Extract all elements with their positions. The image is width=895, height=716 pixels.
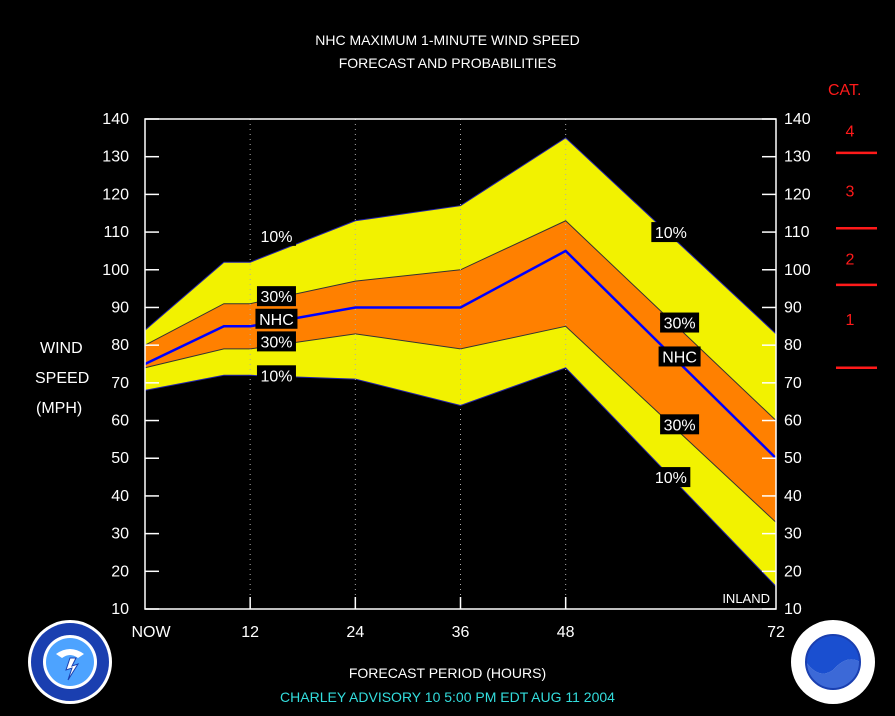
band-10-percent: [145, 137, 776, 587]
inland-label: INLAND: [722, 591, 770, 606]
y-tick-label-right-90: 90: [784, 299, 802, 316]
x-tick-label-12: 12: [241, 624, 259, 641]
y-axis-label-wind: WIND: [40, 340, 83, 357]
band-10-upper-edge: [144, 137, 777, 335]
band-30-lower-edge: [144, 325, 777, 523]
y-tick-label-left-110: 110: [103, 224, 129, 241]
y-tick-label-right-70: 70: [784, 375, 802, 392]
y-tick-label-left-70: 70: [111, 375, 129, 392]
x-tick-label-NOW: NOW: [131, 624, 171, 641]
y-tick-label-left-100: 100: [102, 262, 129, 279]
data-label-30%-1: 30%: [260, 289, 292, 306]
y-tick-label-right-110: 110: [784, 224, 810, 241]
data-label-NHC-7: NHC: [662, 349, 697, 366]
data-label-bg-1: [256, 286, 296, 307]
y-axis-label-unit: (MPH): [36, 400, 83, 417]
data-label-30%-3: 30%: [260, 334, 292, 351]
y-tick-label-right-40: 40: [784, 488, 802, 505]
data-label-bg-4: [256, 365, 296, 386]
category-label-2: 2: [846, 251, 855, 268]
y-tick-label-right-30: 30: [784, 526, 802, 543]
y-tick-label-left-90: 90: [111, 299, 129, 316]
y-tick-label-right-140: 140: [784, 111, 811, 128]
data-label-bg-6: [660, 312, 700, 333]
category-header: CAT.: [828, 82, 862, 99]
chart-title-line2: FORECAST AND PROBABILITIES: [338, 55, 557, 71]
y-tick-label-left-120: 120: [102, 186, 129, 203]
noaa-logo: [791, 620, 875, 704]
data-label-10%-5: 10%: [655, 225, 687, 242]
category-label-4: 4: [846, 123, 855, 140]
y-tick-label-left-80: 80: [111, 337, 129, 354]
data-label-10%-0: 10%: [260, 229, 292, 246]
y-axis-label-speed: SPEED: [35, 370, 90, 387]
data-label-10%-9: 10%: [655, 470, 687, 487]
x-tick-label-72: 72: [767, 624, 785, 641]
data-label-bg-0: [256, 225, 296, 246]
data-label-NHC-2: NHC: [259, 312, 294, 329]
nhc-forecast-line: [144, 249, 777, 460]
y-tick-label-right-60: 60: [784, 413, 802, 430]
y-tick-label-right-10: 10: [784, 601, 802, 618]
y-tick-label-left-140: 140: [102, 111, 129, 128]
data-label-bg-8: [660, 414, 700, 435]
y-tick-label-right-20: 20: [784, 563, 802, 580]
y-tick-label-left-50: 50: [111, 450, 129, 467]
x-tick-label-48: 48: [557, 624, 575, 641]
data-label-bg-3: [256, 331, 296, 352]
category-label-3: 3: [846, 184, 855, 201]
band-30-percent: [145, 220, 776, 523]
nws-logo: [28, 620, 112, 704]
data-label-bg-5: [651, 222, 691, 243]
data-label-30%-8: 30%: [664, 417, 696, 434]
y-tick-label-left-130: 130: [102, 149, 129, 166]
y-tick-label-left-10: 10: [111, 601, 129, 618]
data-label-10%-4: 10%: [260, 368, 292, 385]
band-30-upper-edge: [144, 220, 777, 421]
y-tick-label-left-20: 20: [111, 563, 129, 580]
advisory-line: CHARLEY ADVISORY 10 5:00 PM EDT AUG 11 2…: [280, 689, 615, 705]
data-label-bg-7: [658, 346, 701, 367]
y-tick-label-right-100: 100: [784, 262, 811, 279]
x-tick-label-36: 36: [452, 624, 470, 641]
chart-title-line1: NHC MAXIMUM 1-MINUTE WIND SPEED: [315, 32, 580, 48]
category-label-1: 1: [846, 312, 855, 329]
y-tick-label-left-60: 60: [111, 413, 129, 430]
data-label-bg-2: [255, 308, 298, 329]
y-tick-label-left-30: 30: [111, 526, 129, 543]
y-tick-label-right-80: 80: [784, 337, 802, 354]
data-label-bg-9: [651, 467, 691, 488]
data-label-30%-6: 30%: [664, 316, 696, 333]
y-tick-label-right-120: 120: [784, 186, 811, 203]
y-tick-label-right-130: 130: [784, 149, 811, 166]
x-tick-label-24: 24: [346, 624, 364, 641]
x-axis-label: FORECAST PERIOD (HOURS): [348, 665, 547, 681]
y-tick-label-right-50: 50: [784, 450, 802, 467]
y-tick-label-left-40: 40: [111, 488, 129, 505]
